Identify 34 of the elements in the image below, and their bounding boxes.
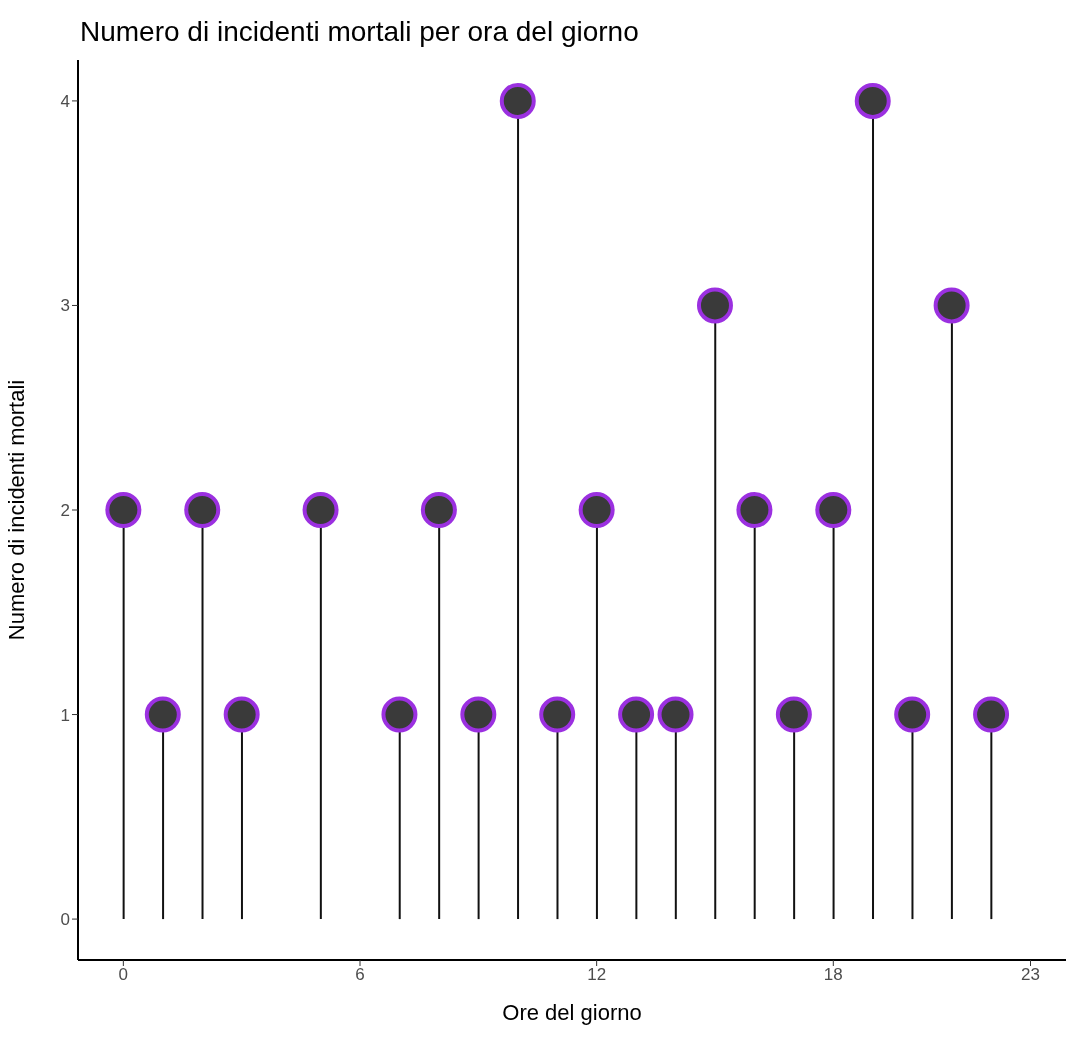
chart-title: Numero di incidenti mortali per ora del giorno [79,15,640,49]
point [854,82,891,119]
y-tick-label: 0 [60,910,70,930]
y-tick-label: 4 [60,91,70,111]
x-tick-label: 12 [587,965,607,985]
x-tick-label: 6 [355,965,365,985]
point [302,492,339,528]
x-tick-label: 0 [118,965,129,985]
x-tick-label: 23 [1021,965,1040,985]
point [578,492,615,528]
point [460,696,497,733]
point [933,287,970,324]
y-tick-label: 3 [60,296,70,316]
y-tick-label: 1 [60,705,70,725]
point [144,696,181,733]
point [223,696,260,733]
point [736,492,773,528]
point [657,696,694,733]
point [894,696,931,733]
point [775,696,812,733]
x-tick-label: 18 [823,965,843,985]
point [499,82,536,119]
point [420,492,457,528]
x-axis-title: Ore del giorno [502,1000,642,1025]
y-tick-label: 2 [60,501,70,521]
point [618,696,655,733]
point [105,492,142,528]
y-axis-title: Numero di incidenti mortali [3,379,29,641]
point [973,696,1010,733]
point [539,696,576,733]
point [815,492,852,528]
point [696,287,733,324]
point [184,492,221,528]
point [381,696,418,733]
